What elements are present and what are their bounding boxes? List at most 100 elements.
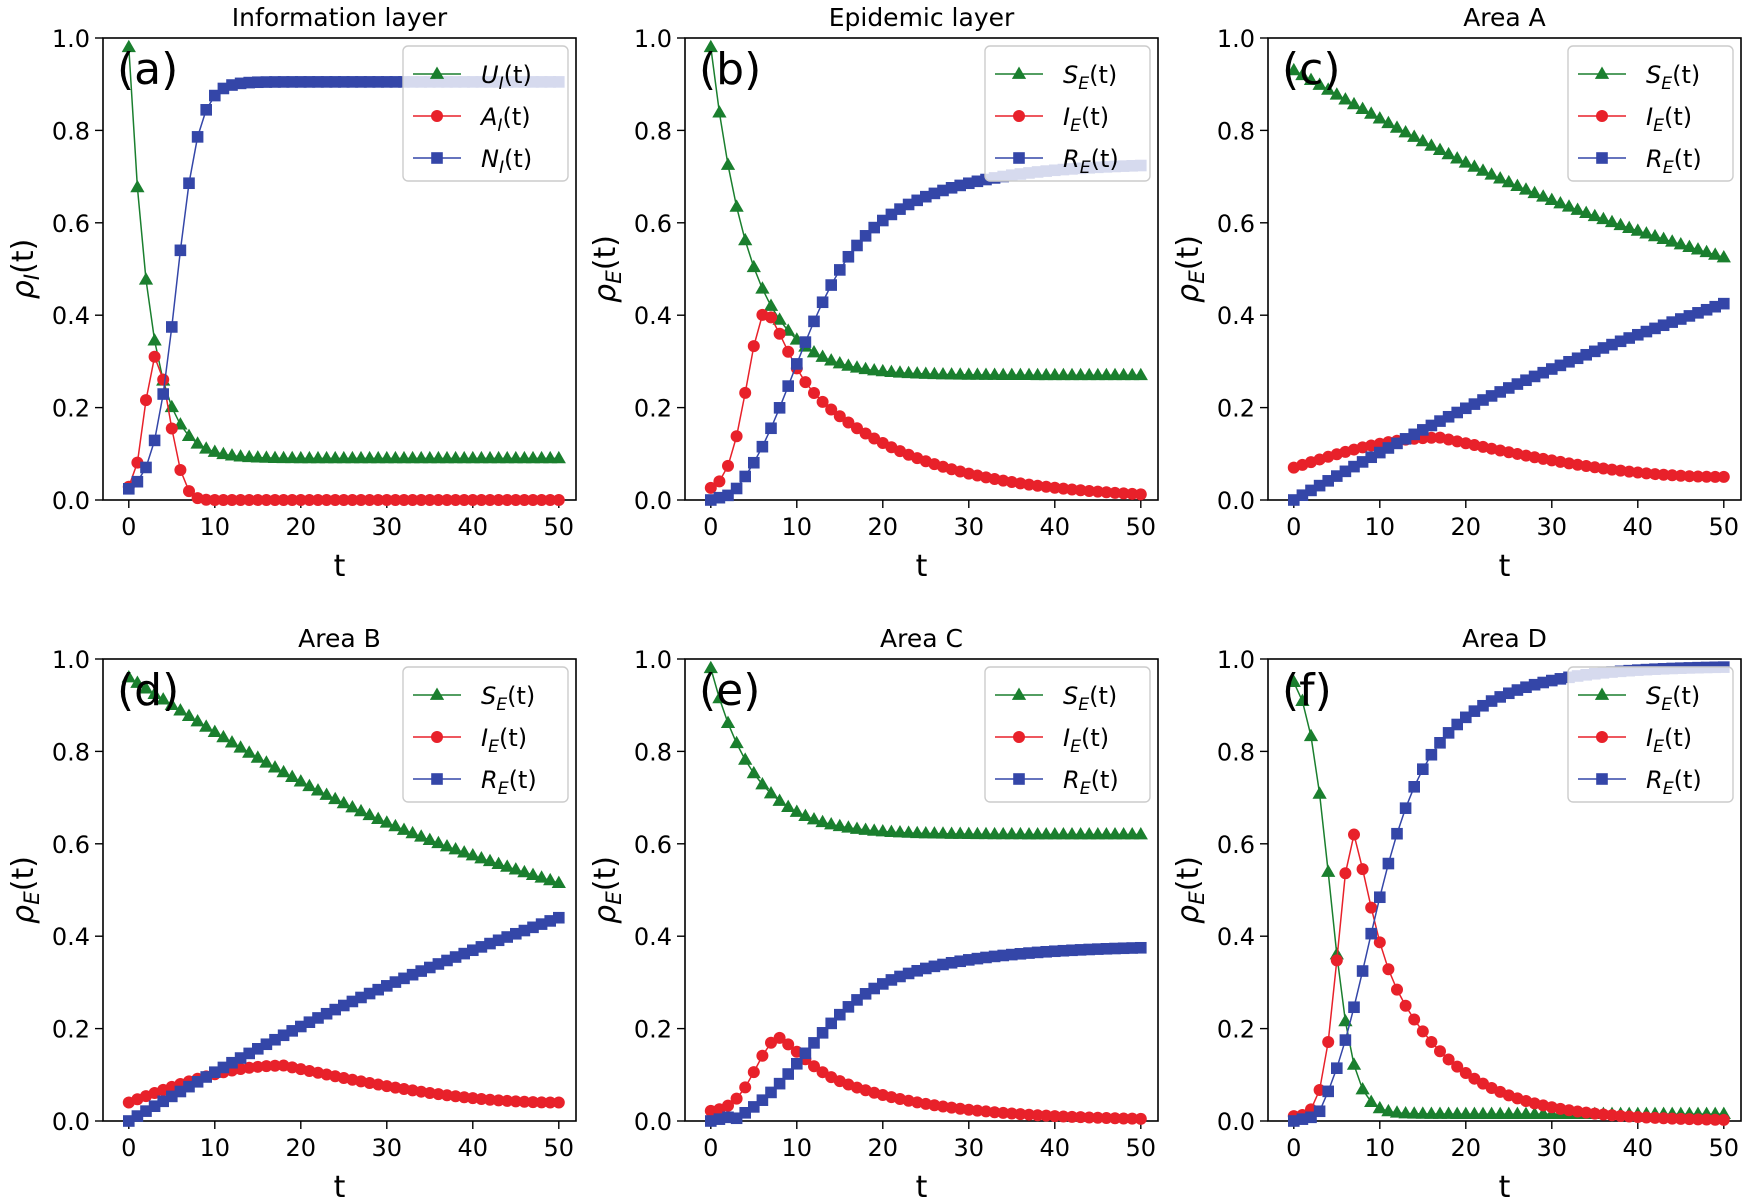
data-point	[1005, 1107, 1018, 1120]
data-point	[720, 715, 736, 728]
data-point	[1459, 1067, 1472, 1080]
data-point	[773, 327, 786, 340]
data-point	[1117, 487, 1130, 500]
data-point	[250, 750, 265, 763]
data-point	[449, 494, 462, 506]
data-point	[1442, 410, 1455, 423]
data-point	[1623, 1110, 1636, 1123]
data-point	[164, 697, 179, 711]
data-point	[362, 807, 377, 821]
data-point	[911, 964, 923, 977]
data-point	[295, 1020, 307, 1033]
data-point	[782, 345, 795, 358]
data-point	[1074, 484, 1087, 497]
data-point	[1434, 737, 1446, 749]
data-point	[217, 82, 230, 95]
series-s-e	[1286, 62, 1731, 263]
data-point	[722, 1111, 734, 1124]
legend-marker	[1594, 66, 1610, 79]
data-point	[234, 1052, 247, 1064]
data-point	[295, 76, 307, 88]
data-point	[1692, 1113, 1704, 1126]
panel-label: (e)	[699, 665, 760, 716]
x-tick-label: 20	[1451, 513, 1482, 541]
data-point	[1511, 684, 1524, 696]
data-point	[1312, 77, 1327, 90]
data-point	[226, 79, 238, 91]
data-point	[553, 911, 565, 924]
data-point	[747, 1066, 760, 1079]
data-point	[1305, 1111, 1317, 1124]
data-point	[209, 89, 221, 102]
data-point	[1460, 711, 1472, 724]
data-point	[475, 941, 488, 953]
data-point	[1348, 460, 1360, 473]
data-point	[466, 1092, 479, 1105]
data-point	[1494, 691, 1506, 703]
data-point	[286, 494, 299, 506]
data-point	[329, 1003, 341, 1016]
x-tick-label: 30	[954, 513, 985, 541]
data-point	[1657, 1112, 1670, 1125]
data-point	[858, 361, 873, 375]
data-point	[492, 934, 505, 947]
data-point	[269, 76, 281, 88]
data-point	[1048, 1110, 1061, 1123]
data-point	[782, 380, 794, 392]
y-tick-label: 0.4	[52, 302, 90, 330]
y-tick-label: 0.2	[1217, 1016, 1255, 1044]
chart-title: Area A	[1463, 3, 1546, 32]
data-point	[1666, 469, 1679, 482]
series-r-e	[705, 159, 1147, 506]
x-tick-label: 50	[544, 1134, 575, 1162]
data-point	[1520, 374, 1532, 387]
data-point	[1503, 687, 1515, 700]
data-point	[1057, 1110, 1070, 1123]
data-point	[226, 493, 238, 506]
data-point	[730, 482, 743, 495]
data-point	[1700, 1113, 1713, 1126]
y-tick-label: 0.0	[634, 487, 672, 515]
plot-frame	[684, 37, 1159, 501]
data-point	[320, 76, 333, 88]
legend-marker	[1596, 731, 1608, 743]
data-point	[841, 820, 856, 833]
data-point	[1364, 1094, 1379, 1107]
data-point	[1331, 470, 1343, 482]
y-tick-label: 0.0	[1217, 1108, 1255, 1136]
y-axis-label: ρE(t)	[588, 235, 627, 303]
data-point	[1091, 485, 1104, 498]
data-point	[1451, 1060, 1464, 1073]
data-point	[475, 494, 488, 506]
data-point	[1630, 223, 1645, 236]
x-tick-label: 40	[458, 1134, 489, 1162]
data-point	[765, 422, 777, 435]
data-point	[355, 494, 367, 506]
data-point	[1606, 1109, 1618, 1122]
data-point	[1597, 342, 1610, 354]
data-point	[165, 422, 178, 435]
data-point	[131, 1110, 144, 1122]
data-point	[704, 481, 717, 494]
series-i-e	[1287, 431, 1730, 483]
y-tick-label: 0.2	[1217, 395, 1255, 423]
data-point	[1675, 313, 1687, 325]
data-point	[1451, 718, 1463, 731]
data-point	[363, 494, 376, 506]
legend-entry: UI(t)	[481, 61, 532, 94]
data-point	[1031, 1109, 1044, 1122]
data-point	[1348, 1001, 1360, 1014]
data-point	[174, 244, 187, 257]
data-point	[1441, 146, 1456, 160]
data-point	[389, 494, 402, 506]
data-point	[500, 859, 515, 872]
legend-marker	[1013, 773, 1025, 785]
data-point	[140, 1105, 152, 1117]
chart-title: Information layer	[232, 3, 448, 32]
data-point	[1339, 1034, 1352, 1046]
data-point	[1391, 827, 1403, 840]
data-point	[207, 444, 222, 457]
data-point	[1374, 891, 1386, 904]
data-point	[911, 194, 923, 207]
data-point	[1126, 487, 1139, 500]
